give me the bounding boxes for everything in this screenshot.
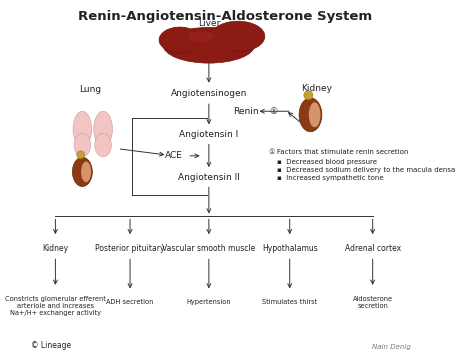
Text: ▪  Decreased sodium delivery to the macula densa: ▪ Decreased sodium delivery to the macul…	[277, 167, 456, 173]
Text: Factors that stimulate renin secretion: Factors that stimulate renin secretion	[277, 149, 409, 155]
Text: Renin: Renin	[233, 107, 259, 116]
Text: Constricts glomerular efferent
arteriole and increases
Na+/H+ exchanger activity: Constricts glomerular efferent arteriole…	[5, 296, 106, 316]
Ellipse shape	[73, 111, 91, 147]
Text: Adrenal cortex: Adrenal cortex	[345, 244, 401, 253]
Ellipse shape	[211, 21, 265, 52]
Text: Angiotensinogen: Angiotensinogen	[171, 89, 247, 98]
Ellipse shape	[304, 91, 313, 100]
Text: Nain Denig: Nain Denig	[372, 344, 411, 350]
Text: Renin-Angiotensin-Aldosterone System: Renin-Angiotensin-Aldosterone System	[78, 10, 373, 23]
Text: ①: ①	[269, 107, 277, 116]
Ellipse shape	[188, 31, 213, 42]
Text: Kidney: Kidney	[42, 244, 68, 253]
Ellipse shape	[74, 134, 91, 157]
Text: ACE: ACE	[164, 151, 182, 160]
Text: Vascular smooth muscle: Vascular smooth muscle	[162, 244, 255, 253]
Ellipse shape	[77, 151, 85, 159]
Text: Posterior pituitary: Posterior pituitary	[95, 244, 165, 253]
Text: ▪  Increased sympathetic tone: ▪ Increased sympathetic tone	[277, 175, 384, 181]
Ellipse shape	[159, 27, 201, 53]
Ellipse shape	[309, 102, 320, 127]
Text: Stimulates thirst: Stimulates thirst	[262, 299, 318, 305]
Text: ADH secretion: ADH secretion	[106, 299, 154, 305]
Text: ①: ①	[269, 149, 275, 155]
Text: Kidney: Kidney	[301, 83, 332, 93]
Text: Angiotensin I: Angiotensin I	[179, 130, 238, 139]
Ellipse shape	[299, 98, 322, 132]
Ellipse shape	[94, 111, 112, 147]
Text: Hypothalamus: Hypothalamus	[262, 244, 318, 253]
Ellipse shape	[192, 28, 234, 55]
Text: Hypertension: Hypertension	[187, 299, 231, 305]
Ellipse shape	[81, 161, 91, 182]
Text: Lung: Lung	[80, 85, 102, 95]
Ellipse shape	[163, 28, 255, 63]
Text: © Lineage: © Lineage	[30, 341, 71, 350]
Ellipse shape	[73, 157, 92, 187]
Text: Liver: Liver	[198, 19, 220, 28]
Text: Angiotensin II: Angiotensin II	[178, 173, 240, 182]
Ellipse shape	[95, 134, 111, 157]
Text: Aldosterone
secretion: Aldosterone secretion	[353, 296, 393, 309]
Text: ▪  Decreased blood pressure: ▪ Decreased blood pressure	[277, 159, 377, 165]
